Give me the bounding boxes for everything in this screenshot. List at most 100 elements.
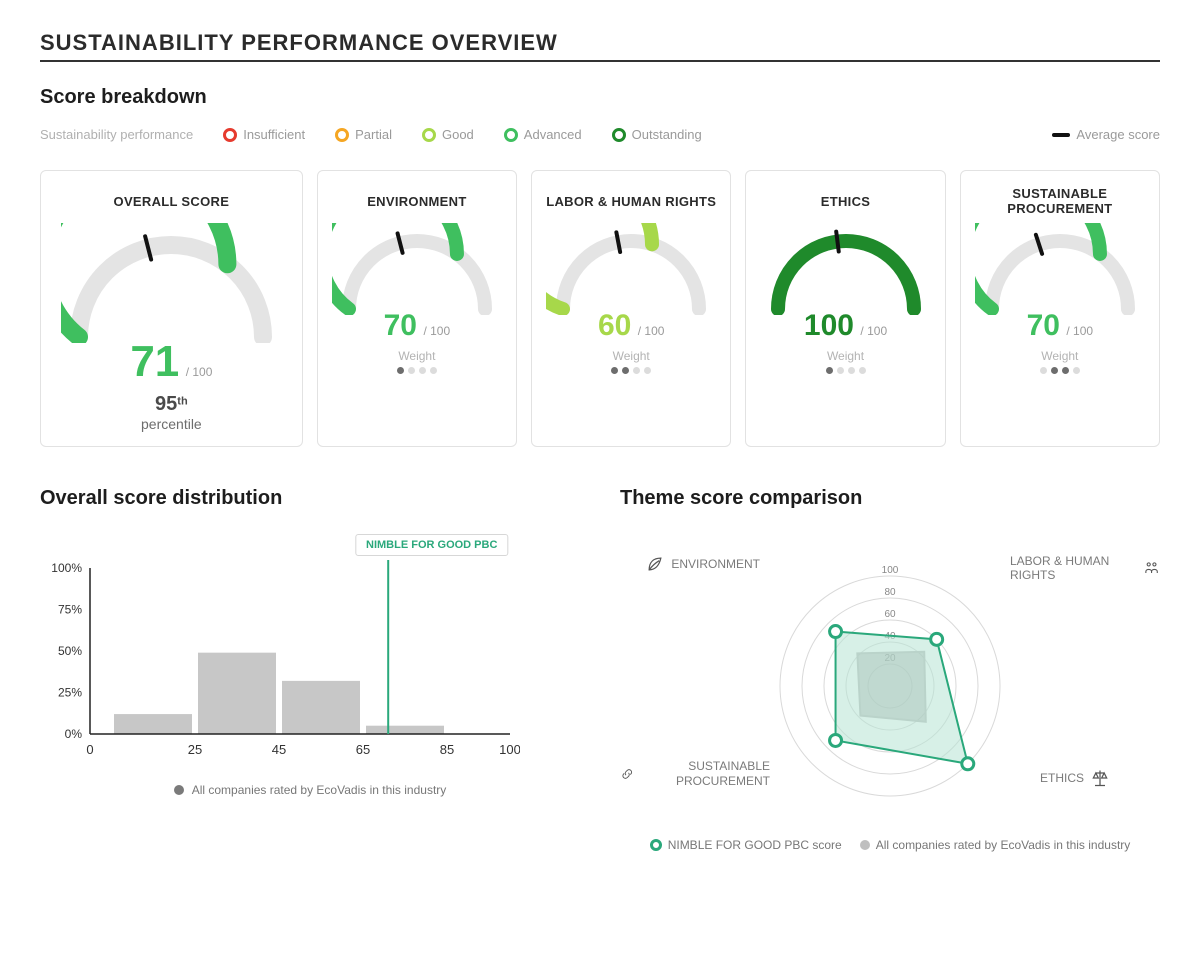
weight-dot bbox=[848, 367, 855, 374]
industry-dot-icon bbox=[860, 840, 870, 850]
weight-dots bbox=[542, 367, 720, 374]
svg-text:25: 25 bbox=[188, 742, 202, 757]
score-value: 60 bbox=[598, 309, 631, 342]
legend-level-label: Advanced bbox=[524, 127, 582, 142]
weight-dot bbox=[397, 367, 404, 374]
weight-label: Weight bbox=[971, 349, 1149, 363]
weight-dots bbox=[971, 367, 1149, 374]
percentile-suffix: th bbox=[177, 396, 187, 408]
svg-text:0%: 0% bbox=[65, 727, 83, 741]
legend-level: Insufficient bbox=[223, 127, 305, 142]
weight-dot bbox=[826, 367, 833, 374]
card-title: ETHICS bbox=[756, 185, 934, 219]
weight-dot bbox=[1051, 367, 1058, 374]
weight-dot bbox=[622, 367, 629, 374]
svg-text:45: 45 bbox=[272, 742, 286, 757]
legend-level: Advanced bbox=[504, 127, 582, 142]
gauge-svg bbox=[332, 223, 502, 315]
legend-label: Sustainability performance bbox=[40, 127, 193, 142]
radar-company-label: NIMBLE FOR GOOD PBC score bbox=[668, 838, 842, 852]
level-ring-icon bbox=[504, 128, 518, 142]
axis-text: ETHICS bbox=[1040, 771, 1084, 785]
score-value: 100 bbox=[804, 309, 854, 342]
svg-text:25%: 25% bbox=[58, 686, 82, 700]
comparison-panel: Theme score comparison 20406080100ENVIRO… bbox=[620, 487, 1160, 852]
title-rule bbox=[40, 60, 1160, 62]
score-max: / 100 bbox=[638, 324, 665, 338]
score-max: / 100 bbox=[186, 365, 213, 379]
section-comparison-title: Theme score comparison bbox=[620, 487, 1160, 510]
score-value: 71 bbox=[130, 337, 179, 386]
page-title: SUSTAINABILITY PERFORMANCE OVERVIEW bbox=[40, 30, 1160, 56]
legend-level-label: Outstanding bbox=[632, 127, 702, 142]
legend-avg: Average score bbox=[1052, 127, 1160, 142]
axis-text: LABOR & HUMAN RIGHTS bbox=[1010, 554, 1137, 583]
weight-dot bbox=[1062, 367, 1069, 374]
score-max: / 100 bbox=[1066, 324, 1093, 338]
section-breakdown-title: Score breakdown bbox=[40, 86, 1160, 109]
radar-chart: 20406080100ENVIRONMENTLABOR & HUMAN RIGH… bbox=[620, 528, 1160, 828]
weight-dot bbox=[1073, 367, 1080, 374]
legend-level-label: Insufficient bbox=[243, 127, 305, 142]
radar-axis-label: SUSTAINABLE PROCUREMENT bbox=[620, 759, 770, 788]
weight-label: Weight bbox=[542, 349, 720, 363]
weight-label: Weight bbox=[756, 349, 934, 363]
gauge-svg bbox=[546, 223, 716, 315]
gauge-svg bbox=[761, 223, 931, 315]
score-cards: OVERALL SCORE 71 / 100 95th percentile E… bbox=[40, 170, 1160, 447]
performance-legend: Sustainability performance Insufficient P… bbox=[40, 127, 1160, 142]
card-title: SUSTAINABLE PROCUREMENT bbox=[971, 185, 1149, 219]
weight-dot bbox=[408, 367, 415, 374]
theme-score-card: ETHICS 100 / 100 Weight bbox=[745, 170, 945, 447]
weight-dot bbox=[611, 367, 618, 374]
weight-dots bbox=[328, 367, 506, 374]
radar-axis-label: ETHICS bbox=[1040, 768, 1160, 788]
legend-level: Partial bbox=[335, 127, 392, 142]
level-ring-icon bbox=[335, 128, 349, 142]
score-value: 70 bbox=[1027, 309, 1060, 342]
radar-axis-label: ENVIRONMENT bbox=[620, 554, 760, 574]
weight-dot bbox=[430, 367, 437, 374]
svg-text:85: 85 bbox=[440, 742, 454, 757]
level-ring-icon bbox=[223, 128, 237, 142]
radar-legend: NIMBLE FOR GOOD PBC score All companies … bbox=[620, 838, 1160, 852]
axis-text: SUSTAINABLE PROCUREMENT bbox=[640, 759, 770, 788]
weight-dot bbox=[837, 367, 844, 374]
distribution-panel: Overall score distribution 0%25%50%75%10… bbox=[40, 487, 580, 852]
svg-text:60: 60 bbox=[884, 609, 896, 620]
card-title: OVERALL SCORE bbox=[51, 185, 292, 219]
card-title: LABOR & HUMAN RIGHTS bbox=[542, 185, 720, 219]
score-max: / 100 bbox=[423, 324, 450, 338]
weight-dot bbox=[419, 367, 426, 374]
card-title: ENVIRONMENT bbox=[328, 185, 506, 219]
gauge-svg bbox=[61, 223, 281, 343]
avg-dash-icon bbox=[1052, 133, 1070, 137]
weight-dot bbox=[644, 367, 651, 374]
distribution-legend: All companies rated by EcoVadis in this … bbox=[40, 783, 580, 797]
weight-dot bbox=[859, 367, 866, 374]
svg-text:65: 65 bbox=[356, 742, 370, 757]
gauge-svg bbox=[975, 223, 1145, 315]
theme-score-card: LABOR & HUMAN RIGHTS 60 / 100 Weight bbox=[531, 170, 731, 447]
section-distribution-title: Overall score distribution bbox=[40, 487, 580, 510]
svg-text:80: 80 bbox=[884, 587, 896, 598]
weight-dots bbox=[756, 367, 934, 374]
legend-level-label: Good bbox=[442, 127, 474, 142]
score-max: / 100 bbox=[860, 324, 887, 338]
svg-text:100: 100 bbox=[499, 742, 520, 757]
theme-score-card: ENVIRONMENT 70 / 100 Weight bbox=[317, 170, 517, 447]
level-ring-icon bbox=[612, 128, 626, 142]
distribution-legend-text: All companies rated by EcoVadis in this … bbox=[192, 783, 447, 797]
svg-text:100%: 100% bbox=[51, 561, 82, 575]
legend-level: Outstanding bbox=[612, 127, 702, 142]
percentile-label: percentile bbox=[141, 416, 202, 432]
score-value: 70 bbox=[384, 309, 417, 342]
company-ring-icon bbox=[650, 839, 662, 851]
svg-text:100: 100 bbox=[882, 565, 899, 576]
weight-label: Weight bbox=[328, 349, 506, 363]
svg-text:0: 0 bbox=[86, 742, 93, 757]
svg-text:75%: 75% bbox=[58, 603, 82, 617]
weight-dot bbox=[633, 367, 640, 374]
level-ring-icon bbox=[422, 128, 436, 142]
axis-text: ENVIRONMENT bbox=[671, 557, 760, 571]
